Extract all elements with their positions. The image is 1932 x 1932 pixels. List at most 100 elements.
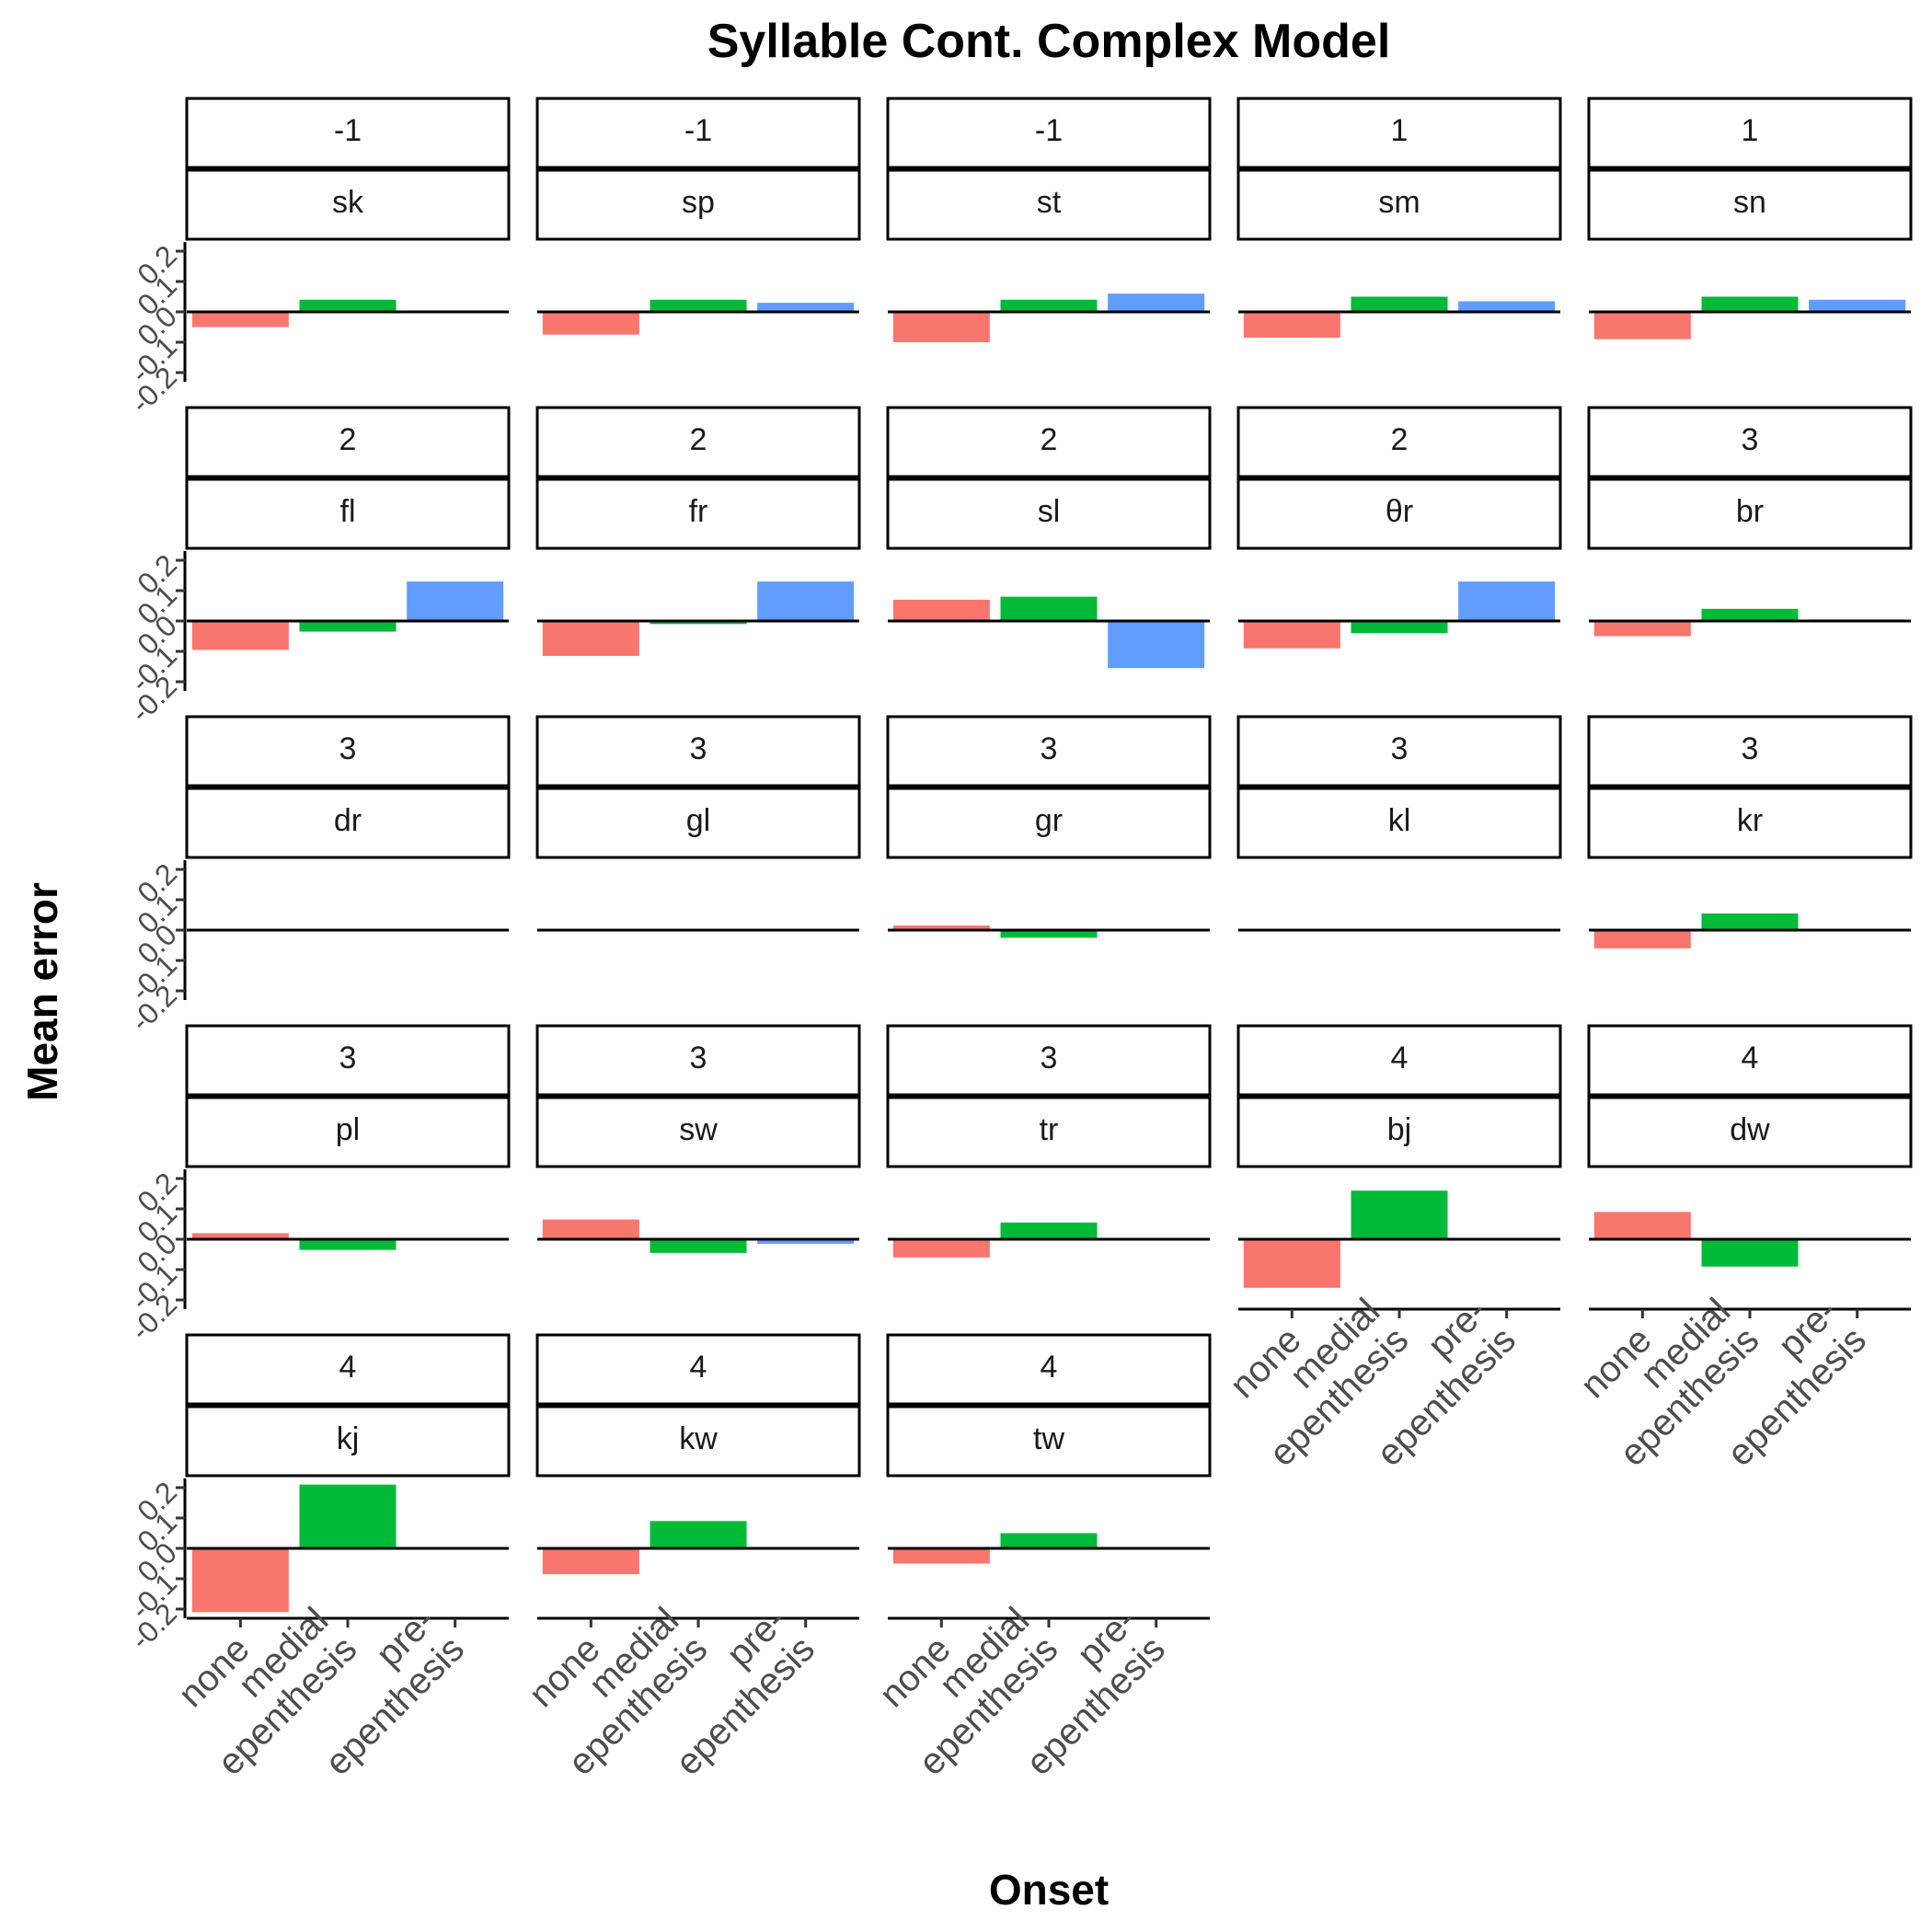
strip-level-box: [886, 1024, 1212, 1097]
strip-onset-box: [535, 168, 861, 241]
bar: [1243, 1239, 1340, 1288]
facet-panel: 3 gl: [535, 715, 861, 932]
strip-onset-box: [535, 1405, 861, 1478]
y-tick-label: 0.2: [131, 857, 183, 910]
strip-level-box: [1236, 715, 1562, 788]
strip-onset-label: sw: [679, 1112, 718, 1147]
facet-panel: 3 kl: [1236, 715, 1562, 932]
strip-onset-box: [535, 477, 861, 550]
bar: [542, 1548, 639, 1575]
strip-onset-label: dr: [334, 803, 362, 838]
facet-panel: 2fl-0.2-0.10.00.10.2: [124, 406, 511, 729]
facet-panel: 4kj-0.2-0.10.00.10.2nonemedialepenthesis…: [124, 1333, 511, 1783]
bar: [407, 581, 504, 621]
strip-level-label: 1: [1742, 113, 1759, 148]
strip-onset-box: [886, 1405, 1212, 1478]
strip-onset-label: sp: [682, 185, 715, 220]
bar: [1701, 913, 1799, 930]
strip-onset-label: sm: [1378, 185, 1420, 220]
bar: [299, 621, 397, 632]
bar: [191, 1548, 289, 1613]
facet-panel: -1 st: [886, 97, 1212, 342]
strip-level-label: 3: [339, 1041, 357, 1075]
strip-level-box: [1236, 406, 1562, 478]
strip-level-box: [535, 1333, 861, 1406]
strip-onset-label: tw: [1033, 1421, 1064, 1456]
bar: [1243, 621, 1340, 649]
bar: [1351, 296, 1448, 312]
bar: [650, 621, 747, 625]
bar: [191, 1233, 289, 1239]
facet-panel: 2 θr: [1236, 406, 1562, 649]
strip-onset-box: [886, 477, 1212, 550]
strip-onset-box: [1587, 168, 1913, 241]
facet-panel: 2 sl: [886, 406, 1212, 669]
strip-level-box: [535, 97, 861, 169]
strip-onset-box: [185, 787, 511, 859]
bar: [650, 1521, 747, 1548]
bar: [1593, 930, 1691, 949]
strip-level-label: 2: [1041, 422, 1058, 457]
y-tick-label: 0.2: [131, 548, 183, 601]
bar: [892, 1239, 990, 1258]
y-axis-title: Mean error: [18, 882, 66, 1101]
bar: [1701, 296, 1799, 312]
bar: [892, 926, 990, 930]
strip-onset-label: gl: [686, 803, 710, 838]
facet-panel: -1 sp: [535, 97, 861, 335]
y-tick-label: 0.2: [131, 1167, 183, 1219]
facet-panel: 3 gr: [886, 715, 1212, 938]
y-tick-label: 0.2: [131, 1476, 183, 1528]
strip-onset-box: [1587, 1096, 1913, 1168]
strip-onset-label: bj: [1387, 1112, 1411, 1147]
bar: [1108, 621, 1205, 669]
bar: [1351, 1190, 1448, 1239]
strip-onset-label: sk: [332, 185, 364, 220]
strip-onset-label: sn: [1733, 185, 1766, 220]
bar: [1000, 299, 1098, 312]
facet-panel: 2 fr: [535, 406, 861, 656]
facet-panel: 3 tr: [886, 1024, 1212, 1258]
bar: [650, 299, 747, 312]
facet-panel: 3pl-0.2-0.10.00.10.2: [124, 1024, 511, 1347]
strip-level-box: [1587, 715, 1913, 788]
strip-level-box: [1587, 97, 1913, 169]
bar: [1351, 621, 1448, 634]
bar: [299, 1239, 397, 1250]
strip-onset-label: fl: [340, 494, 356, 529]
strip-level-label: 4: [1742, 1041, 1759, 1075]
facet-panel: 1 sn: [1587, 97, 1913, 339]
strip-onset-box: [185, 1096, 511, 1168]
strip-onset-label: dw: [1730, 1112, 1770, 1147]
strip-onset-box: [1587, 787, 1913, 859]
facet-panel: 3 kr: [1587, 715, 1913, 949]
strip-onset-label: kl: [1388, 803, 1411, 838]
bar: [1243, 312, 1340, 339]
strip-onset-label: kw: [679, 1421, 718, 1456]
strip-onset-box: [535, 1096, 861, 1168]
strip-level-label: -1: [334, 113, 362, 148]
strip-level-label: 1: [1391, 113, 1409, 148]
strip-level-label: 3: [690, 1041, 707, 1075]
strip-level-box: [185, 406, 511, 478]
strip-level-box: [185, 1024, 511, 1097]
strip-level-label: 3: [1742, 731, 1759, 766]
strip-level-box: [886, 406, 1212, 478]
facet-panel: 3 sw: [535, 1024, 861, 1253]
bar: [757, 303, 855, 312]
strip-level-label: 4: [1041, 1350, 1058, 1385]
strip-level-box: [185, 715, 511, 788]
strip-level-box: [535, 406, 861, 478]
strip-onset-box: [886, 168, 1212, 241]
strip-level-box: [1236, 97, 1562, 169]
strip-onset-label: tr: [1040, 1112, 1059, 1147]
strip-level-label: -1: [684, 113, 712, 148]
bar: [1458, 301, 1556, 312]
strip-level-label: 3: [1041, 731, 1058, 766]
bar: [1000, 596, 1098, 621]
strip-level-label: 3: [1391, 731, 1409, 766]
strip-onset-box: [1236, 477, 1562, 550]
